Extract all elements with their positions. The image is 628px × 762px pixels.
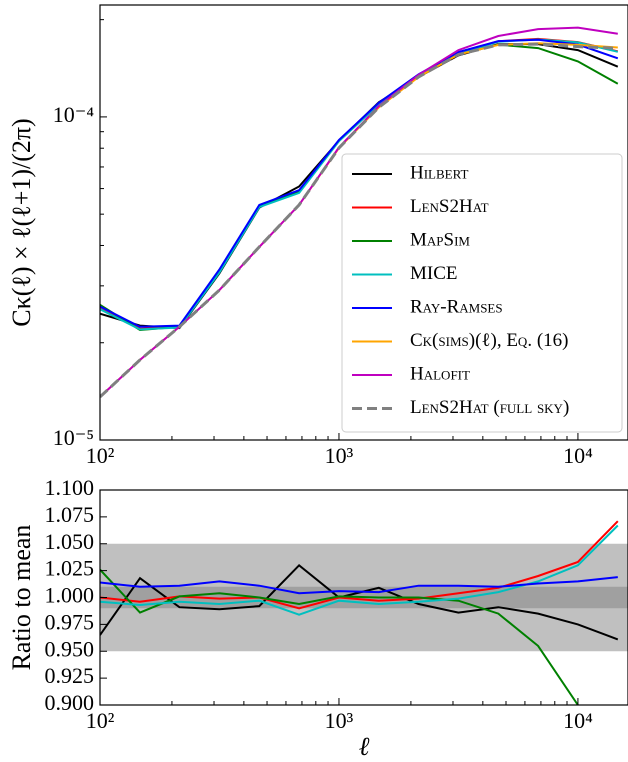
legend-label: MapSim bbox=[410, 229, 470, 250]
legend: Hilbert LenS2Hat MapSim MICE Ray-Ramses Cκ(si… bbox=[341, 153, 623, 433]
series-line bbox=[100, 568, 580, 705]
legend-label: Halofit bbox=[410, 363, 470, 384]
y-tick-label: 1.100 bbox=[45, 475, 95, 500]
y-tick-label: 1.075 bbox=[45, 502, 95, 527]
series-group bbox=[100, 26, 619, 399]
x-tick-label: 10⁴ bbox=[563, 443, 593, 468]
y-axis-label: Ratio to mean bbox=[7, 525, 36, 671]
x-tick-label: 10⁴ bbox=[563, 708, 593, 733]
legend-label: LenS2Hat bbox=[410, 196, 489, 217]
y-tick-label: 1.050 bbox=[45, 529, 95, 554]
axes-frame bbox=[99, 4, 628, 441]
series-line bbox=[100, 563, 619, 641]
legend-label: Hilbert bbox=[410, 162, 468, 183]
y-tick-label: 0.925 bbox=[45, 663, 95, 688]
series-line bbox=[100, 42, 618, 399]
x-tick-label: 10² bbox=[86, 708, 115, 733]
legend-label: Cκ(sims)(ℓ), Eq. (16) bbox=[410, 330, 568, 351]
series-group bbox=[100, 520, 619, 705]
legend-box bbox=[341, 153, 623, 433]
series-line bbox=[100, 576, 618, 595]
y-tick-label: 0.900 bbox=[45, 690, 95, 715]
y-tick-label: 0.975 bbox=[45, 609, 95, 634]
y-tick-label: 10⁻⁴ bbox=[53, 102, 95, 127]
x-tick-label: 10² bbox=[86, 443, 115, 468]
series-line bbox=[100, 38, 619, 328]
x-axis-label: ℓ bbox=[359, 732, 370, 761]
y-tick-label: 10⁻⁵ bbox=[53, 425, 94, 450]
y-axis-label: Cκ(ℓ) × ℓ(ℓ+1)/(2π) bbox=[7, 118, 36, 326]
y-tick-label: 1.000 bbox=[45, 583, 95, 608]
x-tick-label: 10³ bbox=[325, 708, 354, 733]
legend-label: Ray-Ramses bbox=[410, 296, 503, 317]
y-tick-label: 0.950 bbox=[45, 636, 95, 661]
y-tick-label: 1.025 bbox=[45, 556, 95, 581]
x-tick-label: 10³ bbox=[325, 443, 354, 468]
legend-label: MICE bbox=[410, 263, 458, 284]
legend-label: LenS2Hat (full sky) bbox=[410, 397, 569, 418]
